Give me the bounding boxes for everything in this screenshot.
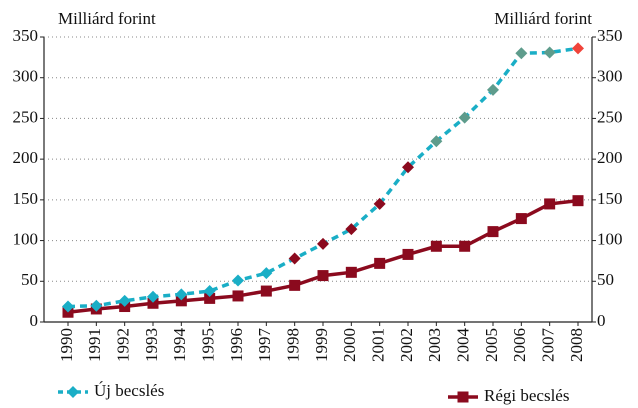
- marker: [147, 290, 159, 303]
- legend-label: Új becslés: [94, 381, 164, 400]
- marker: [345, 223, 358, 236]
- marker: [402, 248, 414, 260]
- marker: [203, 285, 216, 298]
- x-tick-label: 1991: [85, 328, 104, 362]
- marker: [458, 111, 471, 124]
- y-tick-label: 250: [13, 107, 39, 126]
- y-tick-label: 0: [30, 311, 39, 330]
- marker: [175, 295, 187, 307]
- x-tick-label: 1998: [284, 328, 303, 362]
- x-tick-label: 2004: [454, 328, 473, 363]
- x-tick-label: 1997: [255, 328, 274, 363]
- marker: [345, 266, 357, 278]
- marker: [90, 299, 103, 312]
- x-tick-label: 2000: [340, 328, 359, 362]
- x-tick-label: 2001: [369, 328, 388, 362]
- marker: [572, 195, 584, 207]
- marker: [204, 292, 216, 304]
- series-line: [67, 46, 579, 309]
- marker: [288, 252, 301, 265]
- marker: [260, 285, 272, 297]
- x-tick-label: 1992: [114, 328, 133, 362]
- y2-axis-label: Milliárd forint: [494, 9, 592, 28]
- x-tick-label: 1996: [227, 328, 246, 362]
- marker: [62, 300, 74, 313]
- marker: [515, 47, 528, 60]
- marker: [232, 290, 244, 302]
- marker: [175, 288, 188, 301]
- y-tick-label: 200: [13, 148, 39, 167]
- marker: [487, 226, 499, 238]
- legend-label: Régi becslés: [484, 386, 569, 405]
- marker: [487, 83, 499, 96]
- x-tick-label: 1990: [57, 328, 76, 362]
- marker: [289, 279, 301, 291]
- y2-tick-label: 0: [597, 311, 606, 330]
- x-tick-label: 2008: [567, 328, 586, 362]
- marker: [543, 46, 556, 59]
- series-line: [67, 198, 579, 314]
- marker: [374, 257, 386, 269]
- marker: [373, 197, 386, 210]
- x-tick-label: 2007: [539, 328, 558, 363]
- marker: [118, 294, 131, 307]
- y-tick-label: 350: [13, 26, 39, 45]
- y2-tick-label: 50: [597, 270, 614, 289]
- y-tick-label: 150: [13, 189, 39, 208]
- y-tick-label: 300: [13, 67, 39, 86]
- x-tick-label: 1994: [170, 328, 189, 363]
- x-tick-label: 2002: [397, 328, 416, 362]
- y2-tick-label: 150: [597, 189, 623, 208]
- marker: [572, 42, 584, 55]
- marker: [317, 237, 329, 250]
- marker: [147, 297, 159, 309]
- x-tick-label: 2006: [510, 328, 529, 362]
- marker: [232, 274, 244, 287]
- marker: [459, 240, 471, 252]
- x-tick-label: 1995: [199, 328, 218, 362]
- y2-tick-label: 250: [597, 107, 623, 126]
- marker: [260, 267, 273, 280]
- legend-marker: [67, 386, 79, 398]
- y-tick-label: 50: [21, 270, 38, 289]
- marker: [402, 161, 414, 174]
- legend-marker: [457, 391, 469, 403]
- y-tick-label: 100: [13, 229, 39, 248]
- marker: [430, 135, 443, 148]
- x-tick-label: 2003: [425, 328, 444, 362]
- y2-tick-label: 200: [597, 148, 623, 167]
- marker: [515, 213, 527, 225]
- marker: [317, 270, 329, 282]
- y-axis-label: Milliárd forint: [58, 9, 156, 28]
- y2-tick-label: 350: [597, 26, 623, 45]
- x-tick-label: 1993: [142, 328, 161, 362]
- y2-tick-label: 100: [597, 229, 623, 248]
- marker: [544, 198, 556, 210]
- y2-tick-label: 300: [597, 67, 623, 86]
- x-tick-label: 2005: [482, 328, 501, 362]
- marker: [430, 240, 442, 252]
- x-tick-label: 1999: [312, 328, 331, 362]
